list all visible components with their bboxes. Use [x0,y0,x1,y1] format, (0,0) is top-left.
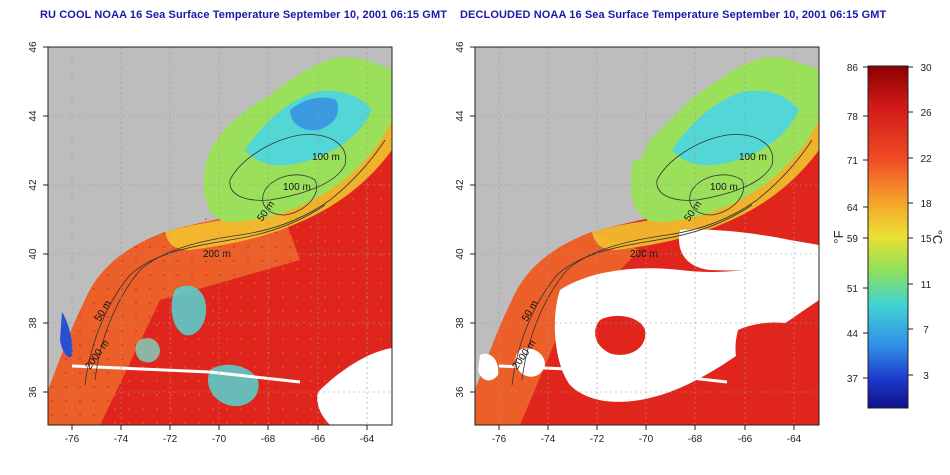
celsius-tick: 15 [920,234,932,245]
contour-label: 100 m [739,152,767,163]
celsius-unit-label: °C [930,230,945,245]
celsius-tick: 30 [920,63,932,74]
x-tick-label: -66 [738,434,753,445]
left-cloud [317,348,392,425]
y-tick-label: 46 [455,41,466,53]
y-tick-label: 42 [455,179,466,191]
x-tick-label: -64 [360,434,375,445]
celsius-tick: 3 [923,371,929,382]
celsius-tick: 11 [921,280,932,291]
contour-label: 200 m [203,249,231,260]
y-tick-label: 44 [28,110,39,122]
y-tick-label: 38 [28,317,39,329]
fahrenheit-unit-label: °F [831,230,846,243]
left-map-frame [47,46,393,426]
x-tick-label: -74 [114,434,129,445]
x-tick-label: -68 [688,434,703,445]
fahrenheit-tick: 59 [847,234,859,245]
celsius-tick: 26 [920,108,932,119]
right-map-frame [474,46,820,426]
x-tick-label: -70 [212,434,227,445]
x-tick-label: -76 [65,434,80,445]
x-tick-label: -66 [311,434,326,445]
y-tick-label: 42 [28,179,39,191]
y-tick-label: 40 [455,248,466,260]
colorbar: 86 78 71 64 59 51 44 37 30 26 22 18 15 1… [831,63,945,409]
celsius-tick: 7 [923,325,929,336]
y-tick-label: 36 [455,386,466,398]
left-gridlines [48,47,392,425]
x-tick-label: -68 [261,434,276,445]
fahrenheit-tick: 44 [847,329,859,340]
y-tick-label: 46 [28,41,39,53]
right-map-title: DECLOUDED NOAA 16 Sea Surface Temperatur… [460,9,887,21]
contour-label: 100 m [283,182,311,193]
right-cloud-mask [554,258,819,402]
celsius-tick: 18 [920,199,932,210]
fahrenheit-tick: 86 [847,63,859,74]
right-map: 100 m 100 m 50 m 200 m 50 m 2000 m -76 - [455,41,820,445]
fahrenheit-tick: 37 [847,374,859,385]
right-gridlines [475,47,819,425]
contour-label: 100 m [710,182,738,193]
fahrenheit-tick: 64 [847,203,859,214]
contour-label: 100 m [312,152,340,163]
fahrenheit-tick: 71 [847,156,859,167]
y-tick-label: 44 [455,110,466,122]
x-tick-label: -74 [541,434,556,445]
y-tick-label: 38 [455,317,466,329]
x-tick-label: -70 [639,434,654,445]
y-tick-label: 36 [28,386,39,398]
x-tick-label: -64 [787,434,802,445]
x-tick-label: -72 [163,434,178,445]
y-tick-label: 40 [28,248,39,260]
x-tick-label: -72 [590,434,605,445]
left-map-title: RU COOL NOAA 16 Sea Surface Temperature … [40,9,448,21]
fahrenheit-tick: 51 [847,284,859,295]
x-tick-label: -76 [492,434,507,445]
celsius-tick: 22 [920,154,932,165]
colorbar-gradient [867,65,909,409]
fahrenheit-tick: 78 [847,112,859,123]
left-map: 100 m 100 m 50 m 200 m 50 m 2000 m - [28,41,393,445]
contour-label: 200 m [630,249,658,260]
